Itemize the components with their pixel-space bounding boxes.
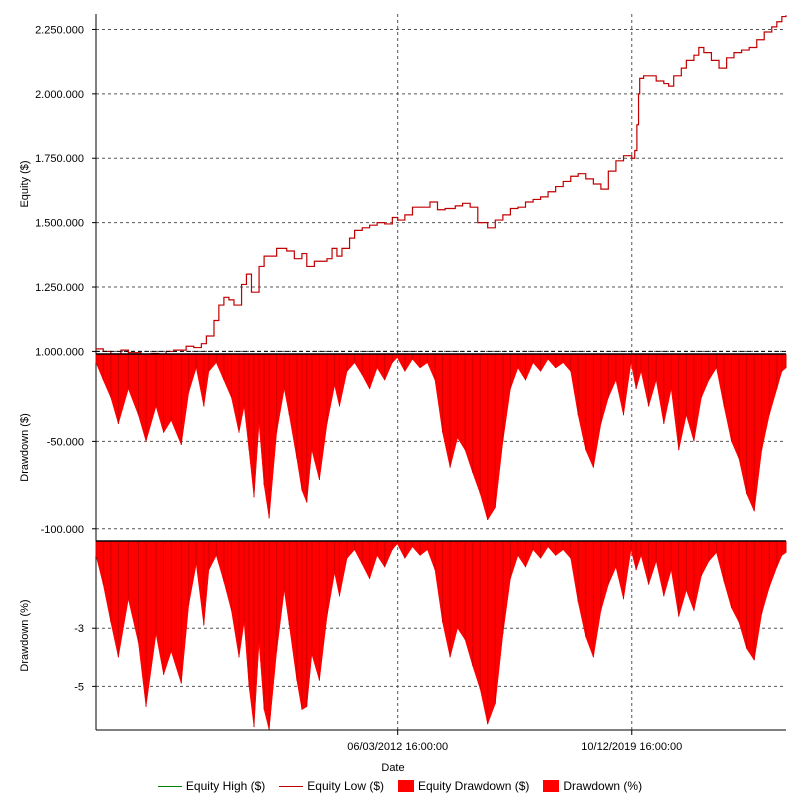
chart-canvas: 1.000.000 1.250.000 1.500.000 1.750.000 2.00… [19, 14, 787, 774]
y-tick-label: 2.000.000 [35, 89, 84, 101]
series-area-drawdown-percent [95, 540, 787, 731]
series-line-equity-low [96, 15, 787, 356]
y-axis-title: Drawdown (%) [19, 599, 31, 671]
legend-swatch-equity-drawdown [398, 780, 414, 792]
y-axis-title: Drawdown ($) [19, 413, 31, 481]
legend-label-equity-low: Equity Low ($) [307, 779, 384, 793]
legend-label-equity-drawdown: Equity Drawdown ($) [418, 779, 530, 793]
y-axis-title: Equity ($) [19, 160, 31, 207]
series-area-drawdown-dollars [95, 353, 787, 521]
x-axis-title: Date [381, 762, 404, 774]
y-tick-label: 1.000.000 [35, 346, 84, 358]
legend-label-drawdown-percent: Drawdown (%) [563, 779, 643, 793]
x-tick-label: 06/03/2012 16:00:00 [347, 741, 448, 753]
y-tick-label: -50.000 [47, 436, 84, 448]
y-tick-label: -5 [74, 681, 84, 693]
legend-item-equity-low[interactable]: Equity Low ($) [279, 779, 384, 793]
legend-swatch-equity-high [157, 785, 182, 787]
y-tick-label: 1.750.000 [35, 153, 84, 165]
y-tick-label: 1.500.000 [35, 218, 84, 230]
legend-swatch-drawdown-percent [543, 780, 560, 792]
legend-item-equity-high[interactable]: Equity High ($) [157, 779, 266, 793]
y-tick-label: -3 [74, 623, 84, 635]
legend-item-drawdown-percent[interactable]: Drawdown (%) [543, 779, 642, 793]
legend-label-equity-high: Equity High ($) [185, 779, 266, 793]
legend: Equity High ($) Equity Low ($) Equity Dr… [0, 776, 800, 796]
y-tick-label: -100.000 [41, 524, 84, 536]
legend-item-equity-drawdown[interactable]: Equity Drawdown ($) [398, 779, 529, 793]
x-tick-label: 10/12/2019 16:00:00 [581, 741, 682, 753]
y-tick-label: 1.250.000 [35, 282, 84, 294]
legend-swatch-equity-low [279, 785, 304, 787]
y-tick-label: 2.250.000 [35, 24, 84, 36]
